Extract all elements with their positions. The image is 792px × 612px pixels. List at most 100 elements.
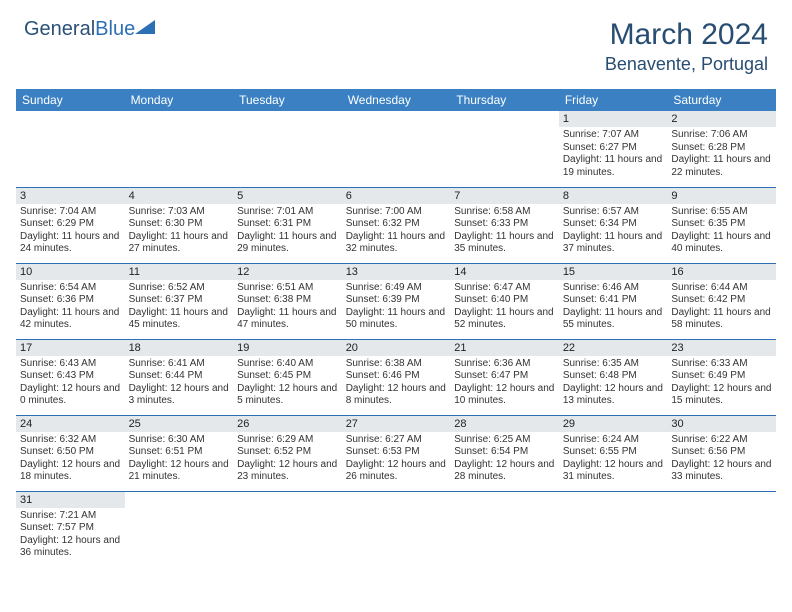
sunrise-text: Sunrise: 6:43 AM [20, 358, 121, 371]
logo-text-1: General [24, 18, 95, 40]
day-number: 28 [450, 416, 559, 432]
daylight-text: Daylight: 11 hours and 45 minutes. [129, 307, 230, 332]
weekday-row: SundayMondayTuesdayWednesdayThursdayFrid… [16, 89, 776, 111]
daylight-text: Daylight: 11 hours and 35 minutes. [454, 231, 555, 256]
sunrise-text: Sunrise: 6:24 AM [563, 434, 664, 447]
daylight-text: Daylight: 11 hours and 22 minutes. [671, 154, 772, 179]
sunrise-text: Sunrise: 6:27 AM [346, 434, 447, 447]
sunrise-text: Sunrise: 6:49 AM [346, 282, 447, 295]
header: GeneralBlue March 2024 Benavente, Portug… [0, 0, 792, 83]
day-body: Sunrise: 6:40 AMSunset: 6:45 PMDaylight:… [233, 356, 342, 411]
day-cell: 13Sunrise: 6:49 AMSunset: 6:39 PMDayligh… [342, 263, 451, 339]
day-body: Sunrise: 7:06 AMSunset: 6:28 PMDaylight:… [667, 127, 776, 182]
daylight-text: Daylight: 11 hours and 29 minutes. [237, 231, 338, 256]
daylight-text: Daylight: 12 hours and 36 minutes. [20, 535, 121, 560]
sunset-text: Sunset: 6:33 PM [454, 218, 555, 231]
day-number: 27 [342, 416, 451, 432]
day-body: Sunrise: 6:33 AMSunset: 6:49 PMDaylight:… [667, 356, 776, 411]
day-body: Sunrise: 7:00 AMSunset: 6:32 PMDaylight:… [342, 204, 451, 259]
empty-cell [16, 111, 125, 187]
sunset-text: Sunset: 6:43 PM [20, 370, 121, 383]
sunrise-text: Sunrise: 6:38 AM [346, 358, 447, 371]
day-number: 18 [125, 340, 234, 356]
daylight-text: Daylight: 12 hours and 3 minutes. [129, 383, 230, 408]
day-cell: 15Sunrise: 6:46 AMSunset: 6:41 PMDayligh… [559, 263, 668, 339]
day-body: Sunrise: 6:55 AMSunset: 6:35 PMDaylight:… [667, 204, 776, 259]
sunrise-text: Sunrise: 6:54 AM [20, 282, 121, 295]
day-number: 2 [667, 111, 776, 127]
day-body: Sunrise: 6:22 AMSunset: 6:56 PMDaylight:… [667, 432, 776, 487]
daylight-text: Daylight: 11 hours and 55 minutes. [563, 307, 664, 332]
month-title: March 2024 [605, 18, 768, 52]
day-cell: 20Sunrise: 6:38 AMSunset: 6:46 PMDayligh… [342, 339, 451, 415]
day-cell: 22Sunrise: 6:35 AMSunset: 6:48 PMDayligh… [559, 339, 668, 415]
empty-cell [233, 491, 342, 567]
daylight-text: Daylight: 11 hours and 24 minutes. [20, 231, 121, 256]
daylight-text: Daylight: 12 hours and 13 minutes. [563, 383, 664, 408]
daylight-text: Daylight: 12 hours and 28 minutes. [454, 459, 555, 484]
day-cell: 17Sunrise: 6:43 AMSunset: 6:43 PMDayligh… [16, 339, 125, 415]
day-body: Sunrise: 6:38 AMSunset: 6:46 PMDaylight:… [342, 356, 451, 411]
logo-text: GeneralBlue [24, 18, 135, 41]
sunset-text: Sunset: 7:57 PM [20, 522, 121, 535]
day-body: Sunrise: 7:03 AMSunset: 6:30 PMDaylight:… [125, 204, 234, 259]
daylight-text: Daylight: 12 hours and 0 minutes. [20, 383, 121, 408]
day-number: 14 [450, 264, 559, 280]
sunrise-text: Sunrise: 6:46 AM [563, 282, 664, 295]
sunrise-text: Sunrise: 6:47 AM [454, 282, 555, 295]
daylight-text: Daylight: 12 hours and 8 minutes. [346, 383, 447, 408]
sunset-text: Sunset: 6:46 PM [346, 370, 447, 383]
daylight-text: Daylight: 12 hours and 33 minutes. [671, 459, 772, 484]
sunrise-text: Sunrise: 6:36 AM [454, 358, 555, 371]
sunset-text: Sunset: 6:29 PM [20, 218, 121, 231]
empty-cell [342, 491, 451, 567]
daylight-text: Daylight: 11 hours and 27 minutes. [129, 231, 230, 256]
day-cell: 26Sunrise: 6:29 AMSunset: 6:52 PMDayligh… [233, 415, 342, 491]
day-number: 23 [667, 340, 776, 356]
calendar-row: 1Sunrise: 7:07 AMSunset: 6:27 PMDaylight… [16, 111, 776, 187]
daylight-text: Daylight: 12 hours and 18 minutes. [20, 459, 121, 484]
sunrise-text: Sunrise: 6:33 AM [671, 358, 772, 371]
day-body: Sunrise: 6:58 AMSunset: 6:33 PMDaylight:… [450, 204, 559, 259]
day-body: Sunrise: 6:30 AMSunset: 6:51 PMDaylight:… [125, 432, 234, 487]
sunrise-text: Sunrise: 6:30 AM [129, 434, 230, 447]
sunrise-text: Sunrise: 7:06 AM [671, 129, 772, 142]
sunset-text: Sunset: 6:35 PM [671, 218, 772, 231]
sunrise-text: Sunrise: 6:52 AM [129, 282, 230, 295]
day-cell: 29Sunrise: 6:24 AMSunset: 6:55 PMDayligh… [559, 415, 668, 491]
daylight-text: Daylight: 11 hours and 32 minutes. [346, 231, 447, 256]
sunrise-text: Sunrise: 6:25 AM [454, 434, 555, 447]
day-body: Sunrise: 7:04 AMSunset: 6:29 PMDaylight:… [16, 204, 125, 259]
day-number: 29 [559, 416, 668, 432]
day-cell: 24Sunrise: 6:32 AMSunset: 6:50 PMDayligh… [16, 415, 125, 491]
day-number: 22 [559, 340, 668, 356]
sunset-text: Sunset: 6:36 PM [20, 294, 121, 307]
empty-cell [233, 111, 342, 187]
day-body: Sunrise: 6:32 AMSunset: 6:50 PMDaylight:… [16, 432, 125, 487]
sunset-text: Sunset: 6:52 PM [237, 446, 338, 459]
day-number: 12 [233, 264, 342, 280]
day-number: 11 [125, 264, 234, 280]
day-cell: 9Sunrise: 6:55 AMSunset: 6:35 PMDaylight… [667, 187, 776, 263]
day-number: 16 [667, 264, 776, 280]
day-number: 30 [667, 416, 776, 432]
sunrise-text: Sunrise: 6:58 AM [454, 206, 555, 219]
logo-text-2: Blue [95, 18, 135, 40]
sunset-text: Sunset: 6:56 PM [671, 446, 772, 459]
sunrise-text: Sunrise: 7:03 AM [129, 206, 230, 219]
day-number: 10 [16, 264, 125, 280]
sunrise-text: Sunrise: 6:44 AM [671, 282, 772, 295]
sunrise-text: Sunrise: 7:00 AM [346, 206, 447, 219]
day-cell: 21Sunrise: 6:36 AMSunset: 6:47 PMDayligh… [450, 339, 559, 415]
sunset-text: Sunset: 6:30 PM [129, 218, 230, 231]
day-number: 21 [450, 340, 559, 356]
empty-cell [559, 491, 668, 567]
day-cell: 6Sunrise: 7:00 AMSunset: 6:32 PMDaylight… [342, 187, 451, 263]
day-body: Sunrise: 6:27 AMSunset: 6:53 PMDaylight:… [342, 432, 451, 487]
day-body: Sunrise: 6:35 AMSunset: 6:48 PMDaylight:… [559, 356, 668, 411]
daylight-text: Daylight: 11 hours and 50 minutes. [346, 307, 447, 332]
day-body: Sunrise: 6:57 AMSunset: 6:34 PMDaylight:… [559, 204, 668, 259]
sunrise-text: Sunrise: 6:35 AM [563, 358, 664, 371]
weekday-header: Tuesday [233, 89, 342, 111]
day-body: Sunrise: 7:01 AMSunset: 6:31 PMDaylight:… [233, 204, 342, 259]
